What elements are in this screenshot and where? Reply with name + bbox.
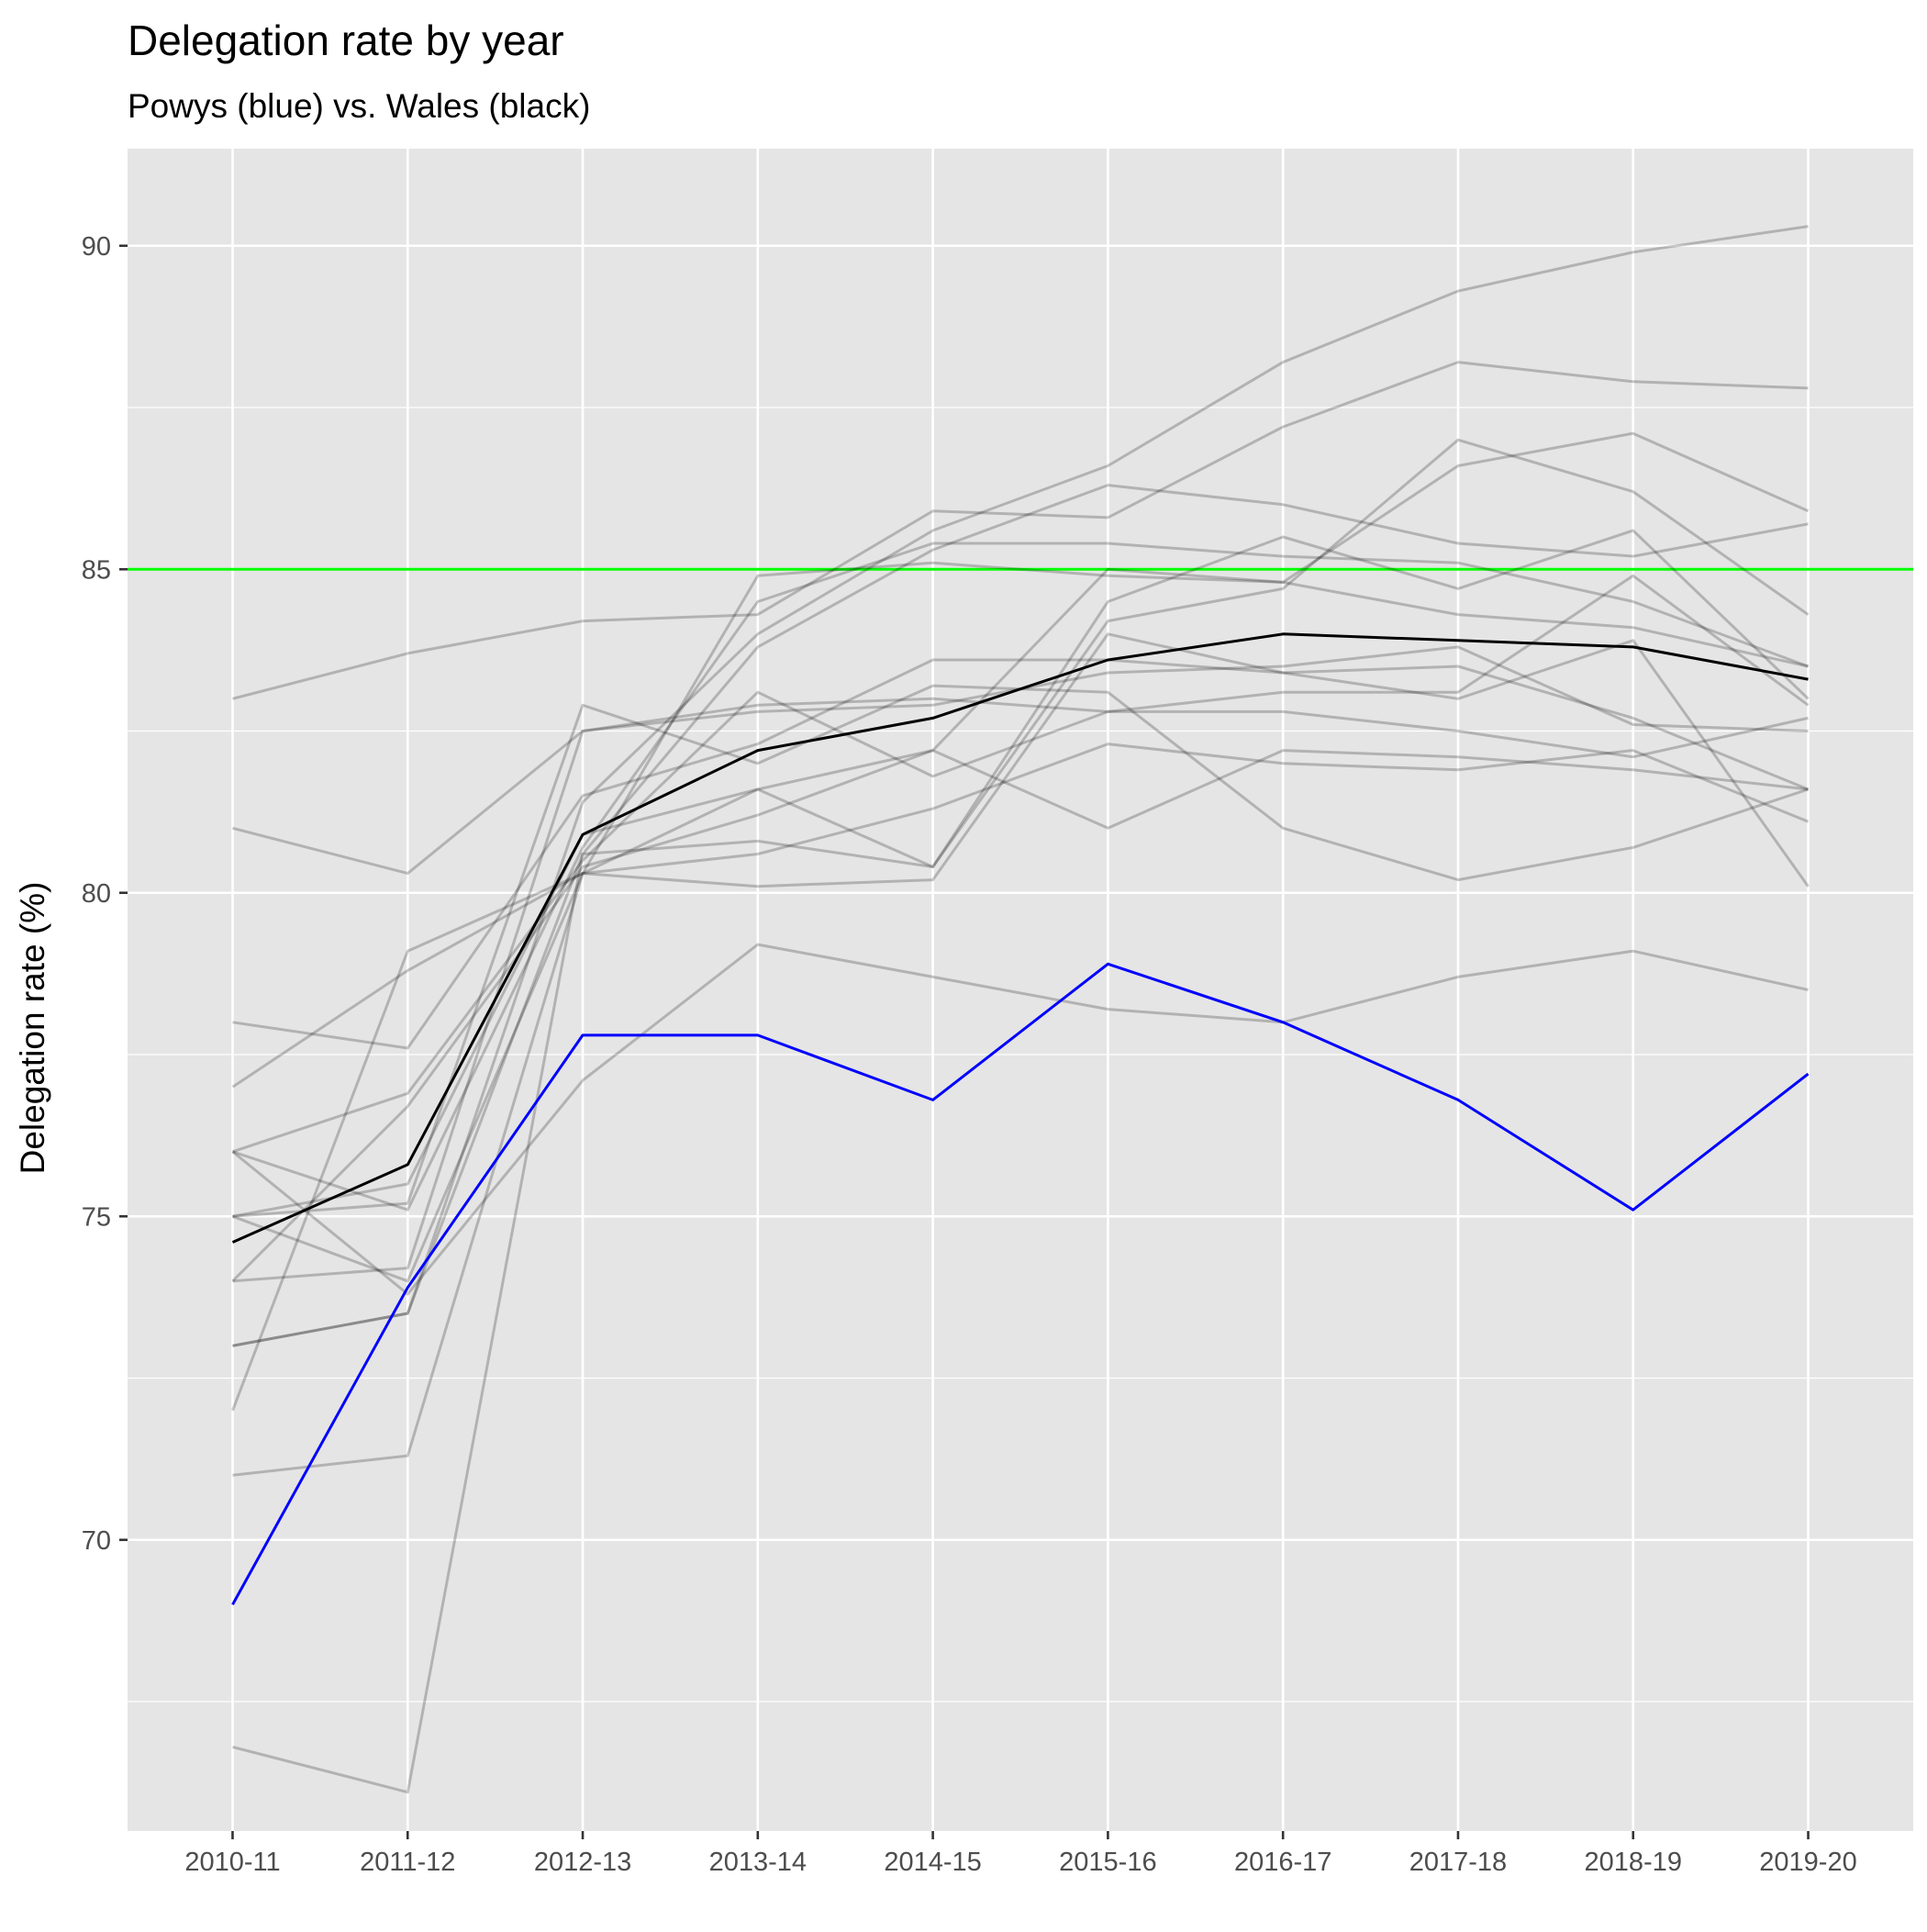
background-series-line-2 (232, 697, 1809, 876)
x-tick-label: 2018-19 (1585, 1848, 1682, 1877)
series-line-wales (231, 632, 1809, 1244)
background-series-line-17 (231, 943, 1809, 1296)
y-tick-label: 85 (82, 555, 111, 585)
background-series-line-7 (232, 438, 1810, 1218)
x-tick-label: 2016-17 (1234, 1848, 1331, 1877)
y-axis: 70 75 80 85 90 (82, 232, 128, 1556)
chart-subtitle: Powys (blue) vs. Wales (black) (128, 87, 590, 125)
background-series-line-13 (231, 431, 1810, 1412)
background-series-line-4 (231, 632, 1810, 1089)
background-series-line-3 (232, 658, 1810, 1050)
background-series-group (231, 225, 1810, 1794)
chart-title: Delegation rate by year (128, 17, 564, 64)
main-series-group (231, 632, 1810, 1606)
x-tick-label: 2017-18 (1409, 1848, 1507, 1877)
y-tick-label: 70 (82, 1526, 111, 1556)
x-axis: 2010-11 2011-12 2012-13 2013-14 2014-15 2015-… (184, 1831, 1857, 1877)
background-series-line-16 (231, 749, 1809, 1283)
y-tick-label: 75 (82, 1202, 111, 1232)
x-tick-label: 2014-15 (884, 1848, 981, 1877)
x-tick-label: 2013-14 (709, 1848, 807, 1877)
minor-gridlines (128, 407, 1913, 1703)
background-series-line-12 (232, 225, 1809, 1347)
x-tick-label: 2012-13 (534, 1848, 631, 1877)
x-tick-label: 2010-11 (184, 1848, 280, 1877)
background-series-line-5 (232, 574, 1810, 1154)
y-axis-title: Delegation rate (%) (14, 882, 51, 1175)
x-tick-label: 2011-12 (360, 1848, 455, 1877)
x-tick-label: 2019-20 (1759, 1848, 1856, 1877)
background-series-line-6 (232, 542, 1810, 1212)
background-series-line-14 (232, 743, 1810, 1477)
major-gridlines (128, 149, 1913, 1831)
y-tick-label: 90 (82, 232, 111, 262)
background-series-line-1 (232, 361, 1809, 700)
background-series-line-11 (232, 529, 1810, 1347)
series-line-powys (231, 962, 1810, 1606)
background-series-line-15 (232, 484, 1809, 1794)
plot-panel (128, 149, 1913, 1831)
y-tick-label: 80 (82, 879, 111, 909)
x-tick-label: 2015-16 (1059, 1848, 1156, 1877)
background-series-line-10 (231, 567, 1809, 1282)
